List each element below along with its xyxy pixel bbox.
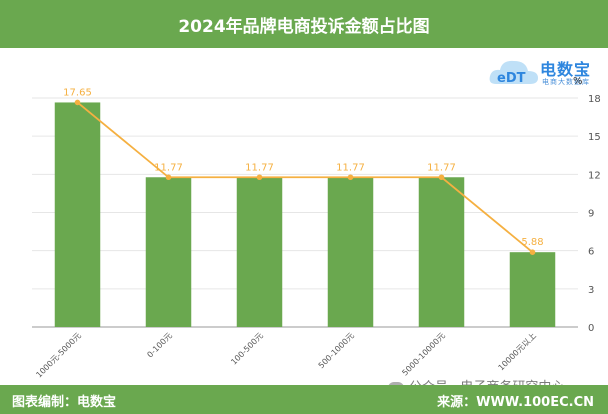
bar-line-chart: 0 3 6 9 12 15 18 1000元-5000元 0-100元 100-500元 500-1… xyxy=(32,87,601,380)
line-point xyxy=(165,174,172,181)
x-tick-label: 5000-10000元 xyxy=(400,331,446,377)
footer-bar: 图表编制：电数宝 来源：WWW.100EC.CN xyxy=(0,385,608,414)
data-label: 11.77 xyxy=(154,162,183,173)
chart-title-bar: 2024年品牌电商投诉金额占比图 xyxy=(0,0,608,48)
bar xyxy=(509,252,556,327)
logo-name: 电数宝 xyxy=(540,60,592,79)
x-tick-label: 100-500元 xyxy=(229,331,265,367)
x-tick-label: 500-1000元 xyxy=(317,331,356,370)
cloud-logo-icon: eDT xyxy=(489,60,538,86)
bar xyxy=(54,102,101,327)
y-tick-label: 6 xyxy=(588,247,594,258)
logo-subtitle: 电商大数据库 xyxy=(542,78,590,86)
y-tick-label: 12 xyxy=(588,170,601,181)
x-tick-label: 1000元-5000元 xyxy=(34,331,83,380)
series-line xyxy=(76,101,534,253)
bar xyxy=(327,177,374,327)
x-tick-label: 10000元以上 xyxy=(497,331,538,372)
chart-title: 2024年品牌电商投诉金额占比图 xyxy=(178,16,430,37)
data-label: 11.77 xyxy=(427,162,456,173)
y-tick-label: 3 xyxy=(588,285,594,296)
bar xyxy=(145,177,192,327)
data-label: 11.77 xyxy=(336,162,365,173)
y-tick-label: 9 xyxy=(588,209,594,220)
line-point xyxy=(529,249,536,255)
y-tick-label: 0 xyxy=(588,323,594,334)
y-tick-label: 15 xyxy=(588,132,601,143)
bar xyxy=(236,177,283,327)
line-point xyxy=(347,174,354,181)
data-label: 17.65 xyxy=(63,87,92,98)
footer-credit: 图表编制：电数宝 xyxy=(12,395,117,410)
line-point xyxy=(74,99,81,106)
footer-source: 来源：WWW.100EC.CN xyxy=(437,395,594,410)
bar xyxy=(418,177,465,327)
data-label: 11.77 xyxy=(245,162,274,173)
line-point xyxy=(256,174,263,181)
logo-mark: eDT xyxy=(497,71,526,86)
line-point xyxy=(438,174,445,181)
data-label: 5.88 xyxy=(521,237,543,248)
y-tick-label: 18 xyxy=(588,94,601,105)
y-axis-unit: % xyxy=(573,76,583,87)
x-tick-label: 0-100元 xyxy=(145,331,173,359)
